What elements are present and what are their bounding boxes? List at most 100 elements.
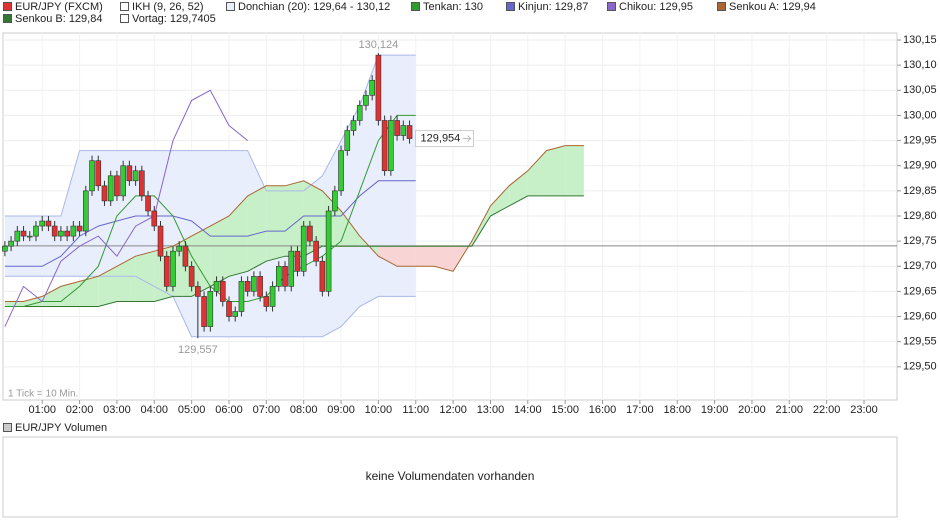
candle-body	[39, 220, 46, 227]
candle-body	[163, 255, 170, 287]
candle-body	[356, 105, 363, 121]
x-tick-label: 05:00	[178, 404, 206, 416]
x-tick-label: 11:00	[402, 404, 429, 416]
x-tick-label: 18:00	[663, 404, 691, 416]
candle-body	[114, 175, 120, 197]
volume-message: keine Volumendaten vorhanden	[366, 469, 535, 483]
y-tick-label: 129,50	[903, 361, 937, 373]
y-tick-label: 130,15	[903, 34, 937, 46]
cloud-segment	[116, 256, 136, 302]
x-tick-label: 06:00	[215, 404, 243, 416]
x-tick-label: 01:00	[28, 404, 56, 416]
candle-body	[101, 185, 108, 202]
candle-body	[170, 250, 176, 287]
candle-body	[319, 260, 326, 292]
candle-body	[126, 165, 133, 182]
candle-body	[139, 170, 145, 197]
candle-body	[294, 250, 301, 272]
x-tick-label: 22:00	[813, 404, 841, 416]
y-tick-label: 129,65	[903, 285, 937, 297]
cloud-segment	[546, 145, 566, 196]
candle-body	[269, 286, 276, 307]
tick-note: 1 Tick = 10 Min.	[8, 389, 78, 400]
candle-body	[251, 276, 257, 292]
x-tick-label: 04:00	[141, 404, 169, 416]
legend-label: EUR/JPY Volumen	[15, 422, 107, 434]
x-tick-label: 16:00	[589, 404, 617, 416]
legend-swatch	[3, 423, 12, 432]
legend-swatch	[3, 2, 12, 11]
legend-swatch	[3, 14, 12, 23]
candle-body	[33, 225, 39, 237]
candle-body	[145, 195, 151, 212]
candle-body	[238, 281, 245, 312]
donchian-lower	[4, 275, 416, 338]
y-tick-label: 129,70	[903, 260, 937, 272]
candle-body	[70, 225, 77, 237]
y-tick-label: 129,80	[903, 210, 937, 222]
cloud-segment	[341, 210, 360, 247]
last-price-box	[415, 130, 475, 148]
cloud-segment	[23, 296, 43, 307]
kijun-line	[4, 180, 416, 267]
candle-body	[394, 120, 400, 136]
senkou-a-line	[4, 145, 584, 302]
x-tick-label: 21:00	[776, 404, 804, 416]
y-tick-label: 129,95	[903, 134, 937, 146]
x-tick-label: 23:00	[850, 404, 878, 416]
candle-body	[188, 265, 195, 287]
legend-label: Chikou: 129,95	[619, 1, 693, 13]
candle-body	[232, 311, 239, 317]
cloud-segment	[154, 246, 173, 302]
candle-body	[8, 240, 14, 247]
candle-body	[64, 230, 70, 237]
candle-body	[45, 220, 52, 227]
legend-label: Donchian (20): 129,64 - 130,12	[238, 1, 390, 13]
cloud-segment	[285, 180, 304, 257]
y-tick-label: 129,60	[903, 310, 937, 322]
candle-body	[51, 225, 58, 237]
candle-body	[107, 175, 114, 202]
x-tick-label: 15:00	[551, 404, 579, 416]
cloud-segment	[471, 205, 491, 247]
low-label: 129,557	[178, 344, 218, 356]
x-tick-label: 13:00	[477, 404, 505, 416]
candle-body	[350, 120, 357, 131]
legend-label: Vortag: 129,7405	[132, 13, 216, 25]
candle-body	[26, 235, 33, 238]
candle-body	[89, 160, 95, 192]
legend-swatch	[120, 14, 129, 23]
candle-body	[406, 125, 413, 139]
candle-body	[388, 120, 394, 172]
x-tick-label: 20:00	[738, 404, 766, 416]
y-tick-label: 130,00	[903, 109, 937, 121]
volume-frame	[2, 436, 898, 518]
candle-body	[132, 170, 139, 182]
y-tick-label: 130,05	[903, 84, 937, 96]
x-tick-label: 08:00	[290, 404, 318, 416]
high-label: 130,124	[359, 39, 399, 51]
candle-body	[363, 95, 369, 106]
cloud-segment	[135, 251, 155, 302]
cloud-segment	[565, 145, 584, 196]
last-price-arrow	[462, 135, 472, 142]
candle-body	[151, 210, 158, 227]
candle-body	[219, 281, 226, 302]
candle-body	[288, 250, 295, 287]
x-tick-label: 14:00	[514, 404, 542, 416]
cloud-segment	[509, 170, 528, 206]
legend-swatch	[717, 2, 726, 11]
candle-body	[381, 120, 388, 172]
candle-body	[244, 281, 251, 292]
candle-body	[257, 276, 263, 297]
cloud-segment	[378, 246, 398, 267]
candle-body	[14, 230, 21, 242]
legend-label: Kinjun: 129,87	[518, 1, 588, 13]
candle-body	[207, 291, 214, 327]
candle-body	[300, 225, 307, 272]
candle-body	[120, 165, 126, 197]
legend-swatch	[607, 2, 616, 11]
y-tick-label: 129,90	[903, 160, 937, 172]
x-tick-label: 02:00	[66, 404, 94, 416]
candle-body	[76, 225, 83, 232]
